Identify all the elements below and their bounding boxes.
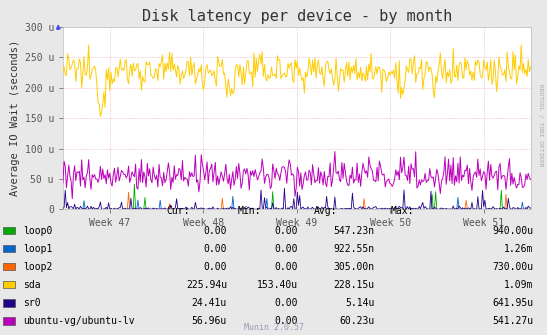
Text: 0.00: 0.00 xyxy=(203,262,227,272)
Text: Min:: Min: xyxy=(237,206,260,216)
Text: 0.00: 0.00 xyxy=(275,244,298,254)
Text: 922.55n: 922.55n xyxy=(334,244,375,254)
Text: 225.94u: 225.94u xyxy=(186,280,227,290)
Y-axis label: Average IO Wait (seconds): Average IO Wait (seconds) xyxy=(10,40,20,196)
Text: loop1: loop1 xyxy=(23,244,53,254)
Text: 0.00: 0.00 xyxy=(275,262,298,272)
Text: Avg:: Avg: xyxy=(314,206,337,216)
Text: 541.27u: 541.27u xyxy=(492,316,533,326)
Text: 940.00u: 940.00u xyxy=(492,226,533,236)
Text: 0.00: 0.00 xyxy=(203,226,227,236)
Text: RRDTOOL / TOBI OETIKER: RRDTOOL / TOBI OETIKER xyxy=(538,84,543,167)
Text: loop2: loop2 xyxy=(23,262,53,272)
Text: 0.00: 0.00 xyxy=(275,226,298,236)
Text: Max:: Max: xyxy=(391,206,414,216)
Text: Cur:: Cur: xyxy=(166,206,189,216)
Text: 547.23n: 547.23n xyxy=(334,226,375,236)
Text: sr0: sr0 xyxy=(23,298,40,308)
Title: Disk latency per device - by month: Disk latency per device - by month xyxy=(142,9,452,24)
Text: ubuntu-vg/ubuntu-lv: ubuntu-vg/ubuntu-lv xyxy=(23,316,135,326)
Text: 1.26m: 1.26m xyxy=(504,244,533,254)
Text: 641.95u: 641.95u xyxy=(492,298,533,308)
Text: 24.41u: 24.41u xyxy=(192,298,227,308)
Text: Munin 2.0.57: Munin 2.0.57 xyxy=(243,323,304,332)
Text: 0.00: 0.00 xyxy=(275,298,298,308)
Text: 730.00u: 730.00u xyxy=(492,262,533,272)
Text: 0.00: 0.00 xyxy=(203,244,227,254)
Text: 153.40u: 153.40u xyxy=(257,280,298,290)
Text: 1.09m: 1.09m xyxy=(504,280,533,290)
Text: 0.00: 0.00 xyxy=(275,316,298,326)
Text: 5.14u: 5.14u xyxy=(345,298,375,308)
Text: 305.00n: 305.00n xyxy=(334,262,375,272)
Text: 56.96u: 56.96u xyxy=(192,316,227,326)
Text: 228.15u: 228.15u xyxy=(334,280,375,290)
Text: 60.23u: 60.23u xyxy=(340,316,375,326)
Text: sda: sda xyxy=(23,280,40,290)
Text: loop0: loop0 xyxy=(23,226,53,236)
